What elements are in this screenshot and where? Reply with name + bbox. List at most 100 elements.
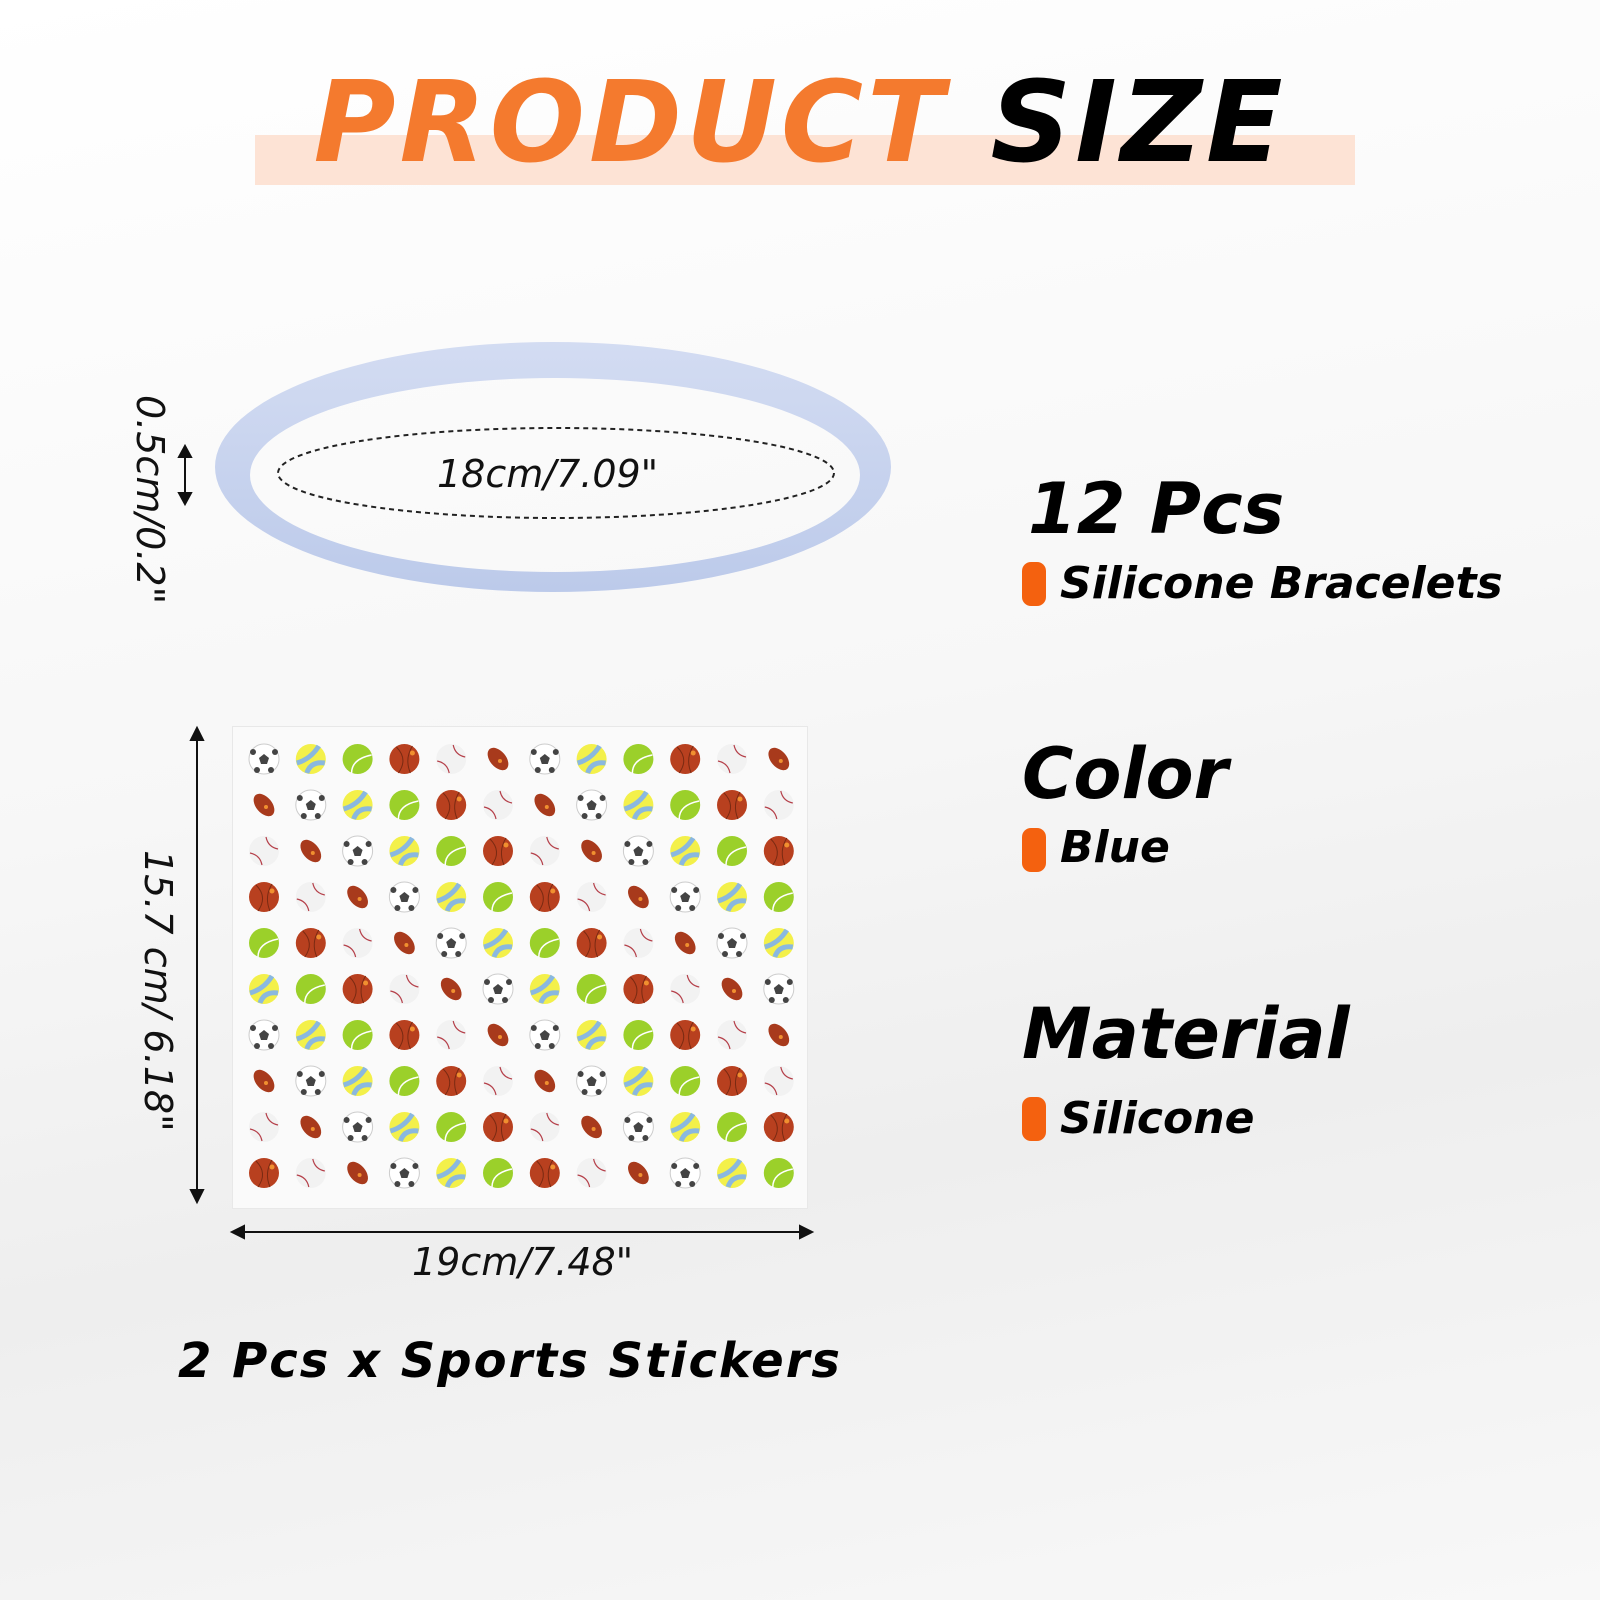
football-sticker (534, 1069, 556, 1093)
baseball-sticker (483, 790, 513, 820)
soccer-sticker (342, 835, 374, 867)
soccer-sticker (248, 1019, 280, 1051)
basketball-sticker (717, 1066, 747, 1096)
stickers-caption: 2 Pcs x Sports Stickers (178, 1333, 842, 1389)
volleyball-sticker (670, 836, 701, 866)
soccer-sticker (295, 789, 327, 821)
volleyball-sticker (295, 744, 326, 774)
basketball-sticker (529, 882, 560, 912)
sheet-dimension-arrows (189, 725, 815, 1240)
title-word-size: SIZE (990, 58, 1287, 188)
football-sticker (487, 1023, 509, 1047)
bracelet-circumference-label: 18cm/7.09" (437, 452, 659, 496)
baseball-sticker (717, 1020, 747, 1050)
baseball-sticker (342, 928, 373, 958)
tennis-sticker (623, 744, 654, 774)
baseball-sticker (763, 1066, 794, 1096)
tennis-sticker (670, 790, 701, 820)
football-sticker (300, 839, 322, 863)
football-sticker (394, 931, 415, 955)
tennis-sticker (576, 974, 607, 1004)
baseball-sticker (483, 1066, 513, 1096)
soccer-sticker (388, 1157, 420, 1189)
soccer-sticker (716, 927, 748, 959)
basketball-sticker (529, 1158, 560, 1188)
basketball-sticker (389, 1020, 420, 1050)
bullet-icon (1022, 828, 1046, 872)
soccer-sticker (576, 1065, 608, 1097)
baseball-sticker (717, 744, 747, 774)
baseball-sticker (670, 974, 701, 1004)
football-sticker (581, 839, 602, 863)
basketball-sticker (483, 836, 513, 866)
spec-heading-material: Material (1022, 993, 1350, 1075)
football-sticker (628, 885, 649, 909)
soccer-sticker (482, 973, 514, 1005)
soccer-sticker (388, 881, 420, 913)
basketball-sticker (576, 928, 607, 958)
baseball-sticker (576, 1158, 607, 1188)
basketball-sticker (670, 744, 701, 774)
basketball-sticker (717, 790, 747, 820)
width-arrow (177, 443, 193, 507)
basketball-sticker (249, 882, 279, 912)
bullet-icon (1022, 562, 1046, 606)
volleyball-sticker (670, 1112, 701, 1142)
spec-value-color: Blue (1060, 822, 1170, 873)
page-title: PRODUCT SIZE (0, 61, 1600, 185)
football-sticker (347, 885, 368, 909)
volleyball-sticker (623, 790, 654, 820)
volleyball-sticker (763, 928, 794, 958)
volleyball-sticker (389, 836, 420, 866)
basketball-sticker (436, 1066, 467, 1096)
volleyball-sticker (576, 1020, 607, 1050)
tennis-sticker (670, 1066, 701, 1096)
tennis-sticker (436, 836, 467, 866)
tennis-sticker (763, 1158, 794, 1188)
baseball-sticker (389, 974, 420, 1004)
baseball-sticker (763, 790, 794, 820)
volleyball-sticker (389, 1112, 420, 1142)
tennis-sticker (295, 974, 326, 1004)
tennis-sticker (389, 1066, 420, 1096)
sheet-width-label: 19cm/7.48" (412, 1240, 634, 1284)
bullet-icon (1022, 1097, 1046, 1141)
football-sticker (721, 977, 743, 1001)
volleyball-sticker (529, 974, 560, 1004)
basketball-sticker (483, 1112, 513, 1142)
football-sticker (674, 931, 696, 955)
tennis-sticker (717, 1112, 747, 1142)
football-sticker (440, 977, 462, 1001)
baseball-sticker (623, 928, 654, 958)
volleyball-sticker (436, 1158, 467, 1188)
basketball-sticker (249, 1158, 279, 1188)
basketball-sticker (436, 790, 467, 820)
tennis-sticker (342, 1020, 373, 1050)
soccer-sticker (248, 743, 280, 775)
baseball-sticker (436, 744, 467, 774)
spec-value-quantity: Silicone Bracelets (1060, 558, 1503, 609)
title-word-product: PRODUCT (313, 58, 948, 188)
baseball-sticker (576, 882, 607, 912)
volleyball-sticker (342, 790, 373, 820)
soccer-sticker (576, 789, 608, 821)
baseball-sticker (529, 1112, 560, 1142)
tennis-sticker (342, 744, 373, 774)
soccer-sticker (295, 1065, 327, 1097)
volleyball-sticker (717, 882, 747, 912)
soccer-sticker (763, 973, 795, 1005)
basketball-sticker (763, 1112, 794, 1142)
spec-value-material: Silicone (1060, 1093, 1255, 1144)
basketball-sticker (763, 836, 794, 866)
soccer-sticker (622, 835, 654, 867)
soccer-sticker (529, 743, 561, 775)
soccer-sticker (435, 927, 467, 959)
title-highlight-band (255, 135, 1355, 185)
football-sticker (581, 1115, 602, 1139)
tennis-sticker (623, 1020, 654, 1050)
baseball-sticker (295, 1158, 326, 1188)
tennis-sticker (763, 882, 794, 912)
football-sticker (253, 1069, 275, 1093)
baseball-sticker (529, 836, 560, 866)
soccer-sticker (529, 1019, 561, 1051)
